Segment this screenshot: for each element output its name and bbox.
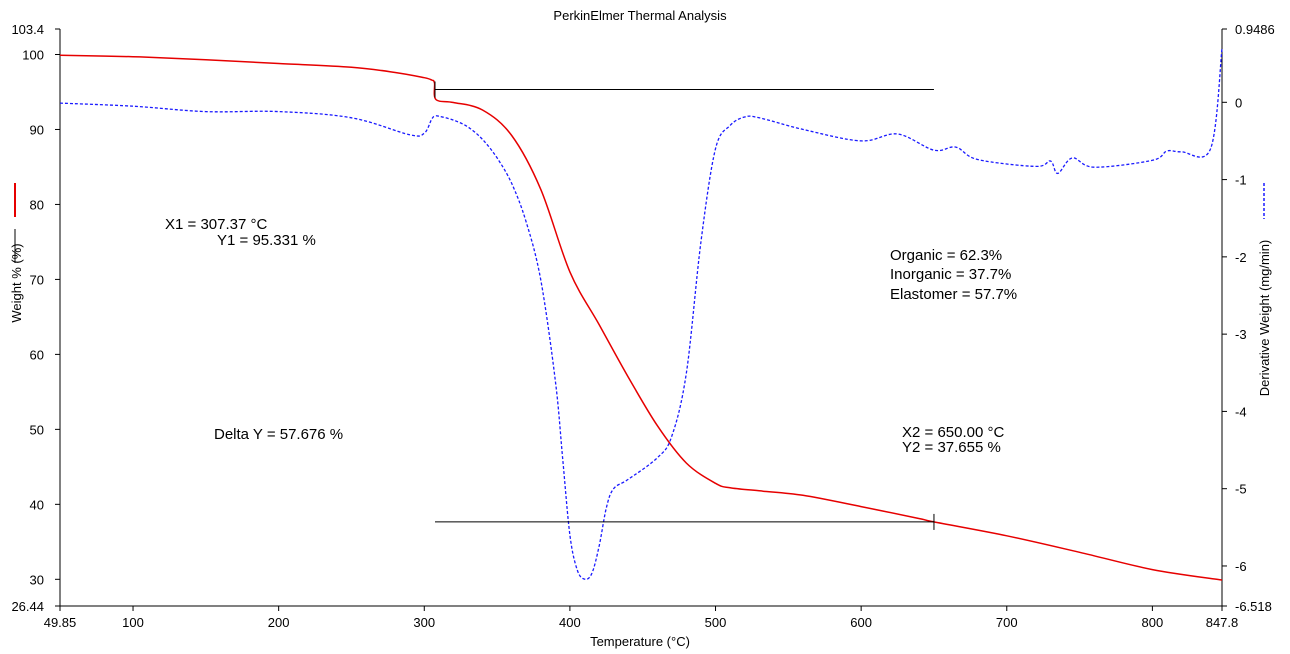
right-y-tick-label: -1 <box>1235 173 1247 188</box>
left-y-axis-label: Weight % (%) <box>9 243 24 322</box>
right-y-tick-label: -4 <box>1235 404 1247 419</box>
x-tick-label: 700 <box>996 615 1018 630</box>
right-y-tick-label: 0 <box>1235 95 1242 110</box>
x-tick-label: 400 <box>559 615 581 630</box>
left-y-tick-label: 70 <box>30 272 44 287</box>
delta-y-label: Delta Y = 57.676 % <box>214 426 343 443</box>
x2-label: X2 = 650.00 °C <box>902 424 1004 441</box>
x-tick-label: 200 <box>268 615 290 630</box>
elastomer-label: Elastomer = 57.7% <box>890 286 1017 303</box>
right-y-tick-label: -3 <box>1235 327 1247 342</box>
left-y-tick-label: 90 <box>30 122 44 137</box>
left-y-tick-label: 100 <box>22 47 44 62</box>
x-tick-label: 847.8 <box>1206 615 1239 630</box>
left-y-tick-label: 40 <box>30 497 44 512</box>
y1-label: Y1 = 95.331 % <box>217 232 316 249</box>
x-tick-label: 600 <box>850 615 872 630</box>
right-y-tick-label: -2 <box>1235 250 1247 265</box>
weight-percent-line <box>59 54 1223 581</box>
right-y-axis-label: Derivative Weight (mg/min) <box>1257 240 1272 397</box>
left-y-tick-label: 26.44 <box>11 599 44 614</box>
inorganic-label: Inorganic = 37.7% <box>890 266 1011 283</box>
x-tick-label: 100 <box>122 615 144 630</box>
x-tick-label: 500 <box>705 615 727 630</box>
right-y-tick-label: -5 <box>1235 482 1247 497</box>
organic-label: Organic = 62.3% <box>890 247 1002 264</box>
left-y-tick-label: 80 <box>30 197 44 212</box>
x-tick-label: 49.85 <box>44 615 77 630</box>
left-y-tick-label: 103.4 <box>11 22 44 37</box>
y2-label: Y2 = 37.655 % <box>902 439 1001 456</box>
left-y-tick-label: 30 <box>30 572 44 587</box>
right-y-tick-label: 0.9486 <box>1235 22 1275 37</box>
right-y-tick-label: -6.518 <box>1235 599 1272 614</box>
plot-area <box>59 29 1223 607</box>
left-y-tick-label: 50 <box>30 422 44 437</box>
marker-lines <box>434 81 935 530</box>
left-y-tick-label: 60 <box>30 347 44 362</box>
x-tick-label: 800 <box>1142 615 1164 630</box>
chart-title: PerkinElmer Thermal Analysis <box>553 8 727 23</box>
derivative-weight-line <box>59 48 1223 580</box>
left-y-axis-ticks: 103.4 100 90 80 70 60 50 40 30 26.44 <box>11 22 60 614</box>
x-axis-ticks: 49.85 100 200 300 400 500 600 700 800 847.8 <box>44 606 1239 630</box>
x-axis-label: Temperature (°C) <box>590 634 690 649</box>
series-layer <box>59 48 1223 581</box>
right-y-tick-label: -6 <box>1235 559 1247 574</box>
right-y-axis-ticks: 0.9486 0 -1 -2 -3 -4 -5 -6 -6.518 <box>1222 22 1275 614</box>
x1-label: X1 = 307.37 °C <box>165 216 267 233</box>
x-tick-label: 300 <box>413 615 435 630</box>
